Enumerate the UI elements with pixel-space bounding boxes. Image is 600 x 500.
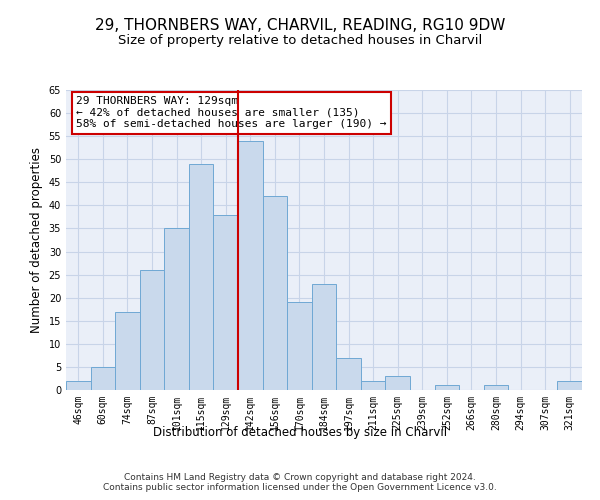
Bar (336, 358, 361, 390)
Bar (214, 214, 238, 390)
Bar (140, 270, 164, 390)
Bar (238, 141, 263, 390)
Bar (434, 386, 459, 390)
Bar (312, 284, 336, 390)
Bar (385, 376, 410, 390)
Bar (287, 302, 312, 390)
Bar (66, 381, 91, 390)
Text: Size of property relative to detached houses in Charvil: Size of property relative to detached ho… (118, 34, 482, 47)
Text: Contains HM Land Registry data © Crown copyright and database right 2024.
Contai: Contains HM Land Registry data © Crown c… (103, 472, 497, 492)
Text: Distribution of detached houses by size in Charvil: Distribution of detached houses by size … (153, 426, 447, 439)
Bar (115, 312, 140, 390)
Bar (164, 228, 189, 390)
Bar (361, 381, 385, 390)
Bar (91, 367, 115, 390)
Bar (484, 386, 508, 390)
Bar (189, 164, 214, 390)
Y-axis label: Number of detached properties: Number of detached properties (30, 147, 43, 333)
Bar (557, 381, 582, 390)
Text: 29 THORNBERS WAY: 129sqm
← 42% of detached houses are smaller (135)
58% of semi-: 29 THORNBERS WAY: 129sqm ← 42% of detach… (76, 96, 387, 129)
Bar (263, 196, 287, 390)
Text: 29, THORNBERS WAY, CHARVIL, READING, RG10 9DW: 29, THORNBERS WAY, CHARVIL, READING, RG1… (95, 18, 505, 32)
